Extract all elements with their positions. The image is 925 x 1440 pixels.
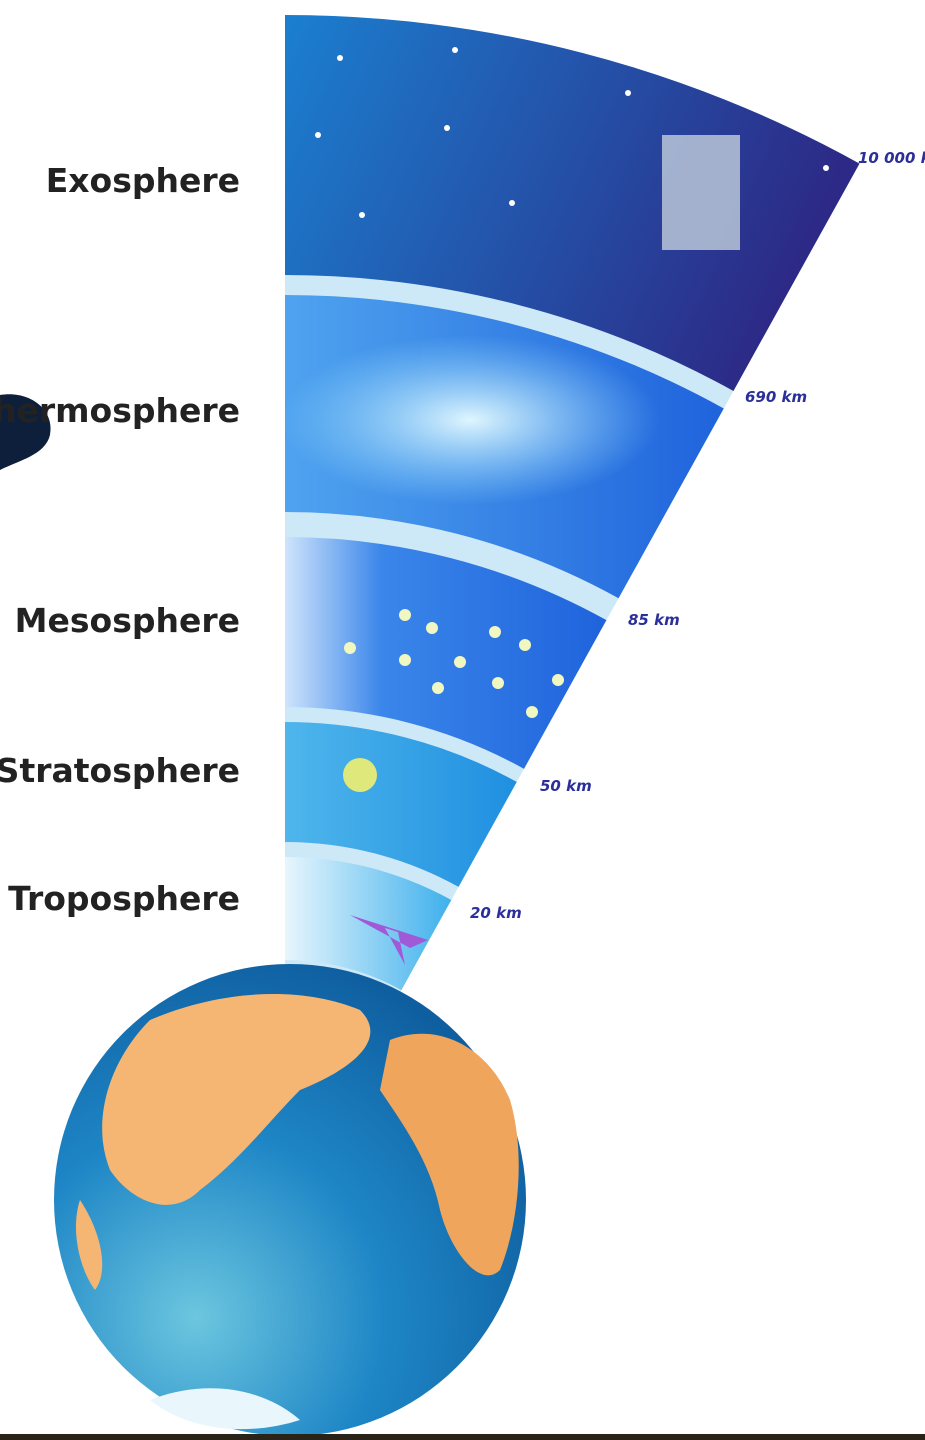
layer-band: [285, 15, 860, 391]
layer-band: [285, 722, 517, 887]
continent: [75, 1200, 103, 1290]
star: [444, 125, 450, 131]
meteor: [552, 674, 564, 686]
altitude-label: 20 km: [470, 904, 522, 922]
meteor: [399, 609, 411, 621]
decorations: [280, 47, 829, 965]
layer-label: Stratosphere: [0, 751, 240, 790]
layer-label: Thermosphere: [0, 391, 240, 430]
continent: [102, 993, 371, 1205]
balloon: [343, 758, 377, 792]
star: [625, 90, 631, 96]
layer-label: Troposphere: [8, 879, 240, 918]
atmosphere-wedge: [285, 15, 860, 994]
star: [359, 212, 365, 218]
airplane: [350, 915, 428, 965]
ice: [150, 1388, 300, 1430]
bottom-strip: [0, 1434, 925, 1440]
meteor: [526, 706, 538, 718]
layer-label: Exosphere: [46, 161, 240, 200]
meteor: [454, 656, 466, 668]
aurora: [280, 335, 660, 505]
altitude-label: 690 km: [745, 388, 807, 406]
star: [337, 55, 343, 61]
star: [509, 200, 515, 206]
star: [823, 165, 829, 171]
layer-label: Mesosphere: [15, 601, 240, 640]
meteor: [492, 677, 504, 689]
altitude-label: 10 000 km: [858, 149, 925, 167]
altitude-label: 85 km: [628, 611, 680, 629]
meteor: [399, 654, 411, 666]
meteor: [489, 626, 501, 638]
meteor: [344, 642, 356, 654]
occluding-shape: [0, 394, 51, 470]
altitude-label: 50 km: [540, 777, 592, 795]
continent: [380, 1033, 519, 1276]
star: [315, 132, 321, 138]
meteor: [426, 622, 438, 634]
labels: Exosphere 10 000 km Thermosphere 690 km Meso…: [0, 149, 925, 922]
meteor: [519, 639, 531, 651]
satellite: [662, 135, 740, 250]
meteor: [432, 682, 444, 694]
layer-band: [285, 537, 607, 769]
star: [452, 47, 458, 53]
